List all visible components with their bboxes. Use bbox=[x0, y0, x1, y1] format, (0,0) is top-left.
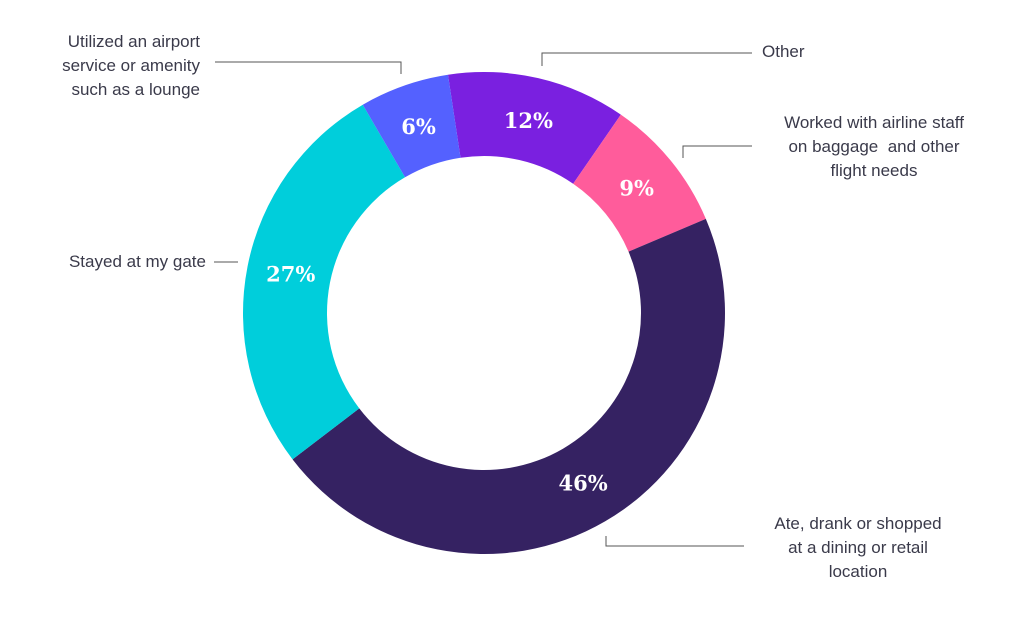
label-stayed: Stayed at my gate bbox=[68, 252, 206, 271]
slice-other bbox=[447, 72, 621, 184]
leader-line-ate bbox=[605, 536, 744, 547]
label-other: Other bbox=[762, 42, 805, 61]
value-label-worked-with-staff: 9% bbox=[619, 175, 654, 200]
value-label-ate-drank-shopped: 46% bbox=[559, 470, 608, 495]
leader-line-worked bbox=[682, 145, 752, 158]
label-worked: Worked with airline staff on baggage and… bbox=[784, 113, 964, 180]
slice-utilized-amenity bbox=[362, 74, 461, 178]
value-label-stayed-at-gate: 27% bbox=[266, 262, 315, 287]
leader-line-other bbox=[541, 52, 752, 66]
value-label-other: 12% bbox=[504, 108, 553, 133]
label-ate: Ate, drank or shopped at a dining or ret… bbox=[774, 514, 942, 581]
slice-stayed-at-gate bbox=[242, 104, 406, 460]
slice-worked-with-staff bbox=[573, 114, 706, 252]
label-utilized: Utilized an airport service or amenity s… bbox=[62, 32, 200, 99]
leader-line-utilized bbox=[215, 61, 402, 74]
value-label-utilized-amenity: 6% bbox=[401, 114, 436, 139]
slice-ate-drank-shopped bbox=[292, 218, 725, 554]
